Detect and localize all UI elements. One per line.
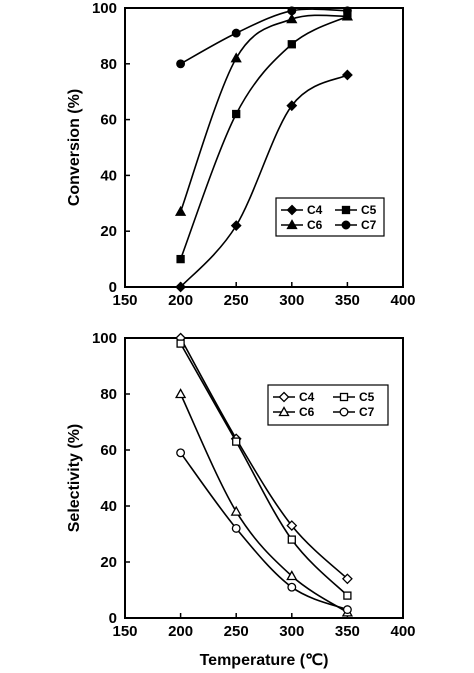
- plot-frame: [124, 7, 404, 288]
- x-axis-title: Temperature (℃): [200, 652, 329, 669]
- y-tick-label: 60: [100, 112, 117, 129]
- x-tick-label: 250: [224, 292, 249, 309]
- data-point-c6: [341, 10, 354, 21]
- data-point-c7: [231, 523, 241, 533]
- data-point-c6: [174, 205, 187, 216]
- x-tick-label: 350: [335, 623, 360, 640]
- legend-label-c7: C7: [359, 405, 375, 419]
- legend-label-c6: C6: [299, 405, 315, 419]
- legend-marker-c4: [278, 391, 290, 403]
- data-point-c6: [230, 52, 242, 63]
- plot-frame: [124, 337, 404, 619]
- y-tick-label: 80: [100, 386, 117, 403]
- y-axis-title: Selectivity (%): [66, 424, 83, 532]
- data-point-c4: [230, 220, 242, 232]
- series-line-c4: [180, 74, 348, 288]
- data-point-c5: [287, 40, 296, 49]
- data-point-c6: [230, 505, 242, 516]
- data-point-c4: [286, 100, 298, 112]
- x-tick-label: 250: [224, 623, 249, 640]
- legend-label-c5: C5: [359, 390, 375, 404]
- x-tick-label: 350: [335, 292, 360, 309]
- legend-label-c5: C5: [361, 203, 377, 217]
- data-point-c7: [342, 605, 352, 615]
- data-point-c6: [286, 570, 298, 581]
- series-line-c6: [179, 14, 348, 212]
- selectivity-chart: 0 20 40 60 80 100 150 200 250 300 350 400 Selectivit…: [66, 330, 416, 669]
- y-tick-label: 60: [100, 442, 117, 459]
- data-point-c4: [341, 69, 353, 81]
- x-tick-label: 400: [390, 292, 415, 309]
- series-line-c7: [180, 8, 348, 65]
- legend-box: [275, 197, 385, 237]
- data-point-c5: [287, 535, 296, 544]
- x-tick-label: 200: [168, 623, 193, 640]
- y-tick-label: 40: [100, 498, 117, 515]
- legend-marker-c7: [339, 407, 349, 417]
- data-point-c7: [287, 6, 297, 16]
- x-tick-label: 400: [390, 623, 415, 640]
- legend: C4 C5 C6 C7: [275, 197, 385, 237]
- x-tick-label: 300: [279, 292, 304, 309]
- y-tick-label: 0: [109, 279, 117, 296]
- y-axis-title: Conversion (%): [66, 89, 83, 206]
- series-line-c7: [179, 452, 348, 611]
- legend-box: [267, 384, 389, 426]
- data-point-c5: [232, 437, 241, 446]
- legend-marker-c5: [339, 392, 349, 402]
- data-point-c4: [286, 520, 298, 532]
- legend-label-c6: C6: [307, 218, 323, 232]
- x-tick-label: 300: [279, 623, 304, 640]
- legend-label-c4: C4: [307, 203, 323, 217]
- data-point-c5: [343, 591, 352, 600]
- series-line-c4: [179, 337, 348, 580]
- legend-label-c4: C4: [299, 390, 315, 404]
- y-tick-label: 80: [100, 56, 117, 73]
- data-point-c7: [176, 59, 186, 69]
- series-line-c5: [179, 343, 348, 597]
- data-point-c7: [231, 28, 241, 38]
- y-tick-label: 20: [100, 223, 117, 240]
- data-point-c4: [341, 573, 353, 585]
- data-point-c5: [176, 339, 185, 348]
- data-point-c4: [175, 281, 187, 293]
- data-point-c7: [176, 448, 186, 458]
- data-point-c7: [287, 582, 297, 592]
- y-tick-label: 0: [109, 610, 117, 627]
- series-line-c6: [179, 393, 348, 614]
- legend: C4 C5 C6 C7: [267, 384, 389, 426]
- conversion-chart: 0 20 40 60 80 100 150 200 250 300 350 400 Conversion…: [66, 0, 416, 309]
- legend-marker-c6: [286, 219, 298, 230]
- x-tick-label: 150: [112, 623, 137, 640]
- x-tick-label: 150: [112, 292, 137, 309]
- legend-marker-c4: [286, 204, 298, 216]
- y-tick-label: 40: [100, 167, 117, 184]
- data-point-c6: [174, 388, 187, 399]
- data-point-c6: [286, 13, 298, 24]
- y-tick-label: 100: [92, 330, 117, 347]
- legend-marker-c6: [278, 406, 290, 417]
- legend-marker-c7: [341, 220, 351, 230]
- y-tick-label: 20: [100, 554, 117, 571]
- data-point-c7: [342, 6, 352, 16]
- legend-marker-c5: [341, 205, 351, 215]
- series-line-c5: [179, 15, 348, 260]
- legend-label-c7: C7: [361, 218, 377, 232]
- x-tick-label: 200: [168, 292, 193, 309]
- data-point-c5: [232, 109, 241, 119]
- y-tick-label: 100: [92, 0, 117, 17]
- data-point-c5: [176, 254, 185, 264]
